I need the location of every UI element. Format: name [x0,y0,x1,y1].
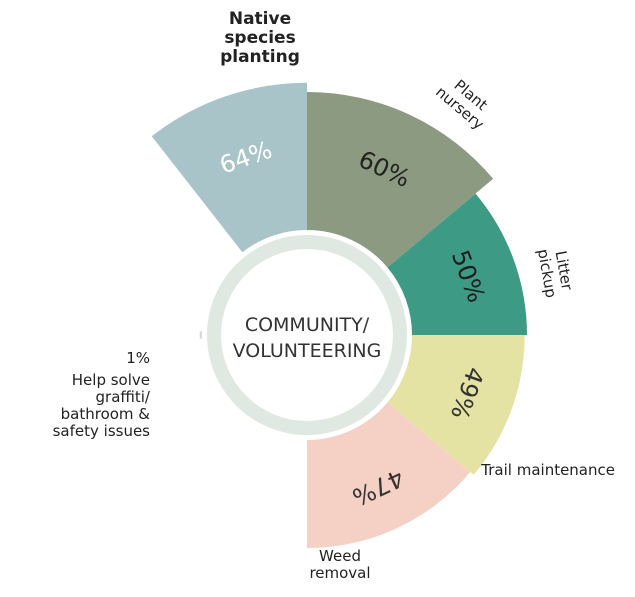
category-label: Help solve graffiti/ bathroom & safety i… [52,371,150,440]
sector [307,402,471,549]
sector [199,331,203,339]
center-label: COMMUNITY/VOLUNTEERING [233,314,382,362]
sector [151,82,307,253]
category-label: Trail maintenance [481,461,615,479]
category-label: Weed removal [309,547,371,582]
ring-inner [221,249,393,421]
category-label: Native species planting [220,9,300,67]
sector [307,92,494,268]
value-label: 1% [126,349,150,367]
sector [387,335,525,475]
sector [387,193,527,335]
